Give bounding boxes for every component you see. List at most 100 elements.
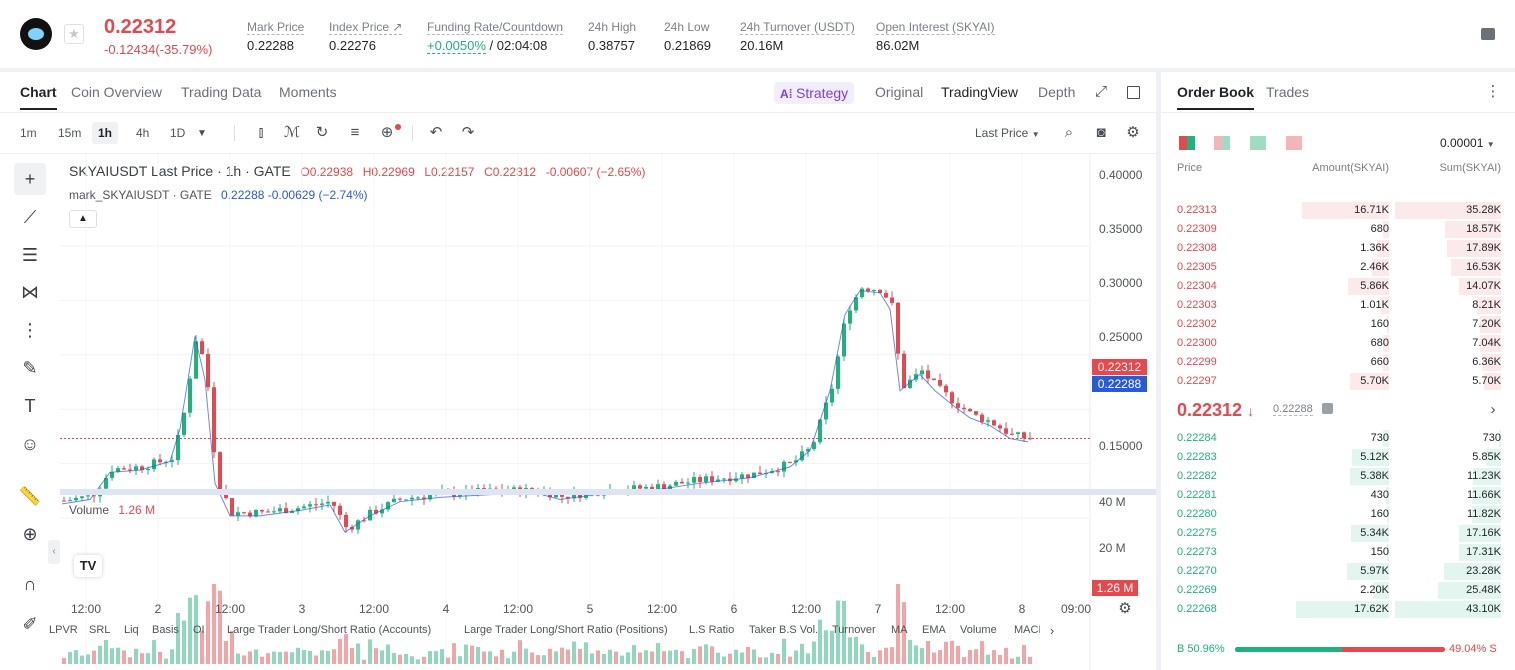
- pane-separator[interactable]: [60, 489, 1156, 495]
- ask-row[interactable]: 0.22309 680 18.57K: [1161, 220, 1515, 239]
- pattern-icon[interactable]: ⋈: [21, 282, 39, 302]
- indicator-item[interactable]: EMA: [922, 624, 946, 636]
- tab-moments[interactable]: Moments: [279, 84, 337, 100]
- ask-row[interactable]: 0.22299 660 6.36K: [1161, 353, 1515, 372]
- indicator-item[interactable]: Liq: [124, 624, 139, 636]
- view-original[interactable]: Original: [875, 84, 924, 100]
- volume-bar: [344, 634, 348, 664]
- price-source-select[interactable]: Last Price ▼: [975, 126, 1040, 140]
- view-depth[interactable]: Depth: [1038, 84, 1076, 100]
- tab-coin-overview[interactable]: Coin Overview: [71, 84, 163, 100]
- undo-icon[interactable]: ↶: [429, 124, 443, 141]
- candle: [938, 380, 942, 386]
- bid-row[interactable]: 0.22275 5.34K 17.16K: [1161, 524, 1515, 543]
- ask-row[interactable]: 0.22302 160 7.20K: [1161, 315, 1515, 334]
- strategy-label: Strategy: [796, 85, 849, 101]
- ask-row[interactable]: 0.22313 16.71K 35.28K: [1161, 201, 1515, 220]
- timeframe-1m[interactable]: 1m: [20, 126, 37, 140]
- redo-icon[interactable]: ↷: [461, 124, 475, 141]
- precision-select[interactable]: 0.00001 ▼: [1440, 136, 1495, 150]
- emoji-icon[interactable]: ☺: [20, 434, 40, 454]
- bid-row[interactable]: 0.22270 5.97K 23.28K: [1161, 562, 1515, 581]
- favorite-star-icon[interactable]: ★: [64, 24, 84, 44]
- ask-row[interactable]: 0.22300 680 7.04K: [1161, 334, 1515, 353]
- alert-add-icon[interactable]: ⊕: [380, 124, 394, 141]
- tab-chart[interactable]: Chart: [20, 84, 57, 110]
- 24h-turnover-label[interactable]: 24h Turnover (USDT): [740, 20, 855, 35]
- book-icon[interactable]: [1481, 28, 1495, 40]
- gear-icon[interactable]: ⚙: [1126, 124, 1140, 141]
- timeframe-15m[interactable]: 15m: [58, 126, 82, 140]
- chevron-right-icon[interactable]: ›: [1049, 623, 1055, 638]
- pencil-lock-icon[interactable]: ✐: [22, 614, 38, 634]
- timeframe-4h[interactable]: 4h: [136, 126, 150, 140]
- indicator-item[interactable]: SRL: [89, 624, 111, 636]
- timeframe-1d[interactable]: 1D: [170, 126, 186, 140]
- bid-row[interactable]: 0.22273 150 17.31K: [1161, 543, 1515, 562]
- search-icon[interactable]: ⌕: [1064, 124, 1074, 141]
- view-split-icon[interactable]: [1214, 136, 1230, 150]
- bid-row[interactable]: 0.22284 730 730: [1161, 429, 1515, 448]
- tab-trades[interactable]: Trades: [1266, 84, 1310, 100]
- indicator-item[interactable]: L.S Ratio: [689, 624, 735, 636]
- timeframe-dropdown-icon[interactable]: ▼: [197, 128, 207, 139]
- funding-rate-label[interactable]: Funding Rate/Countdown: [427, 20, 564, 35]
- bid-row[interactable]: 0.22283 5.12K 5.85K: [1161, 448, 1515, 467]
- ask-row[interactable]: 0.22308 1.36K 17.89K: [1161, 239, 1515, 258]
- text-tool-icon[interactable]: T: [24, 396, 36, 416]
- tab-order-book[interactable]: Order Book: [1177, 84, 1255, 110]
- view-bids-icon[interactable]: [1250, 136, 1266, 150]
- brush-icon[interactable]: ✎: [22, 358, 38, 378]
- magnet-icon[interactable]: ∩: [23, 574, 37, 594]
- strategy-button[interactable]: A⁞ Strategy: [774, 82, 855, 104]
- price-chart[interactable]: [0, 154, 1156, 670]
- zoom-in-icon[interactable]: ⊕: [22, 524, 38, 544]
- indicator-item[interactable]: MACD: [1014, 624, 1040, 636]
- ask-row[interactable]: 0.22304 5.86K 14.07K: [1161, 277, 1515, 296]
- timeframe-1h[interactable]: 1h: [92, 122, 119, 144]
- bid-row[interactable]: 0.22268 17.62K 43.10K: [1161, 600, 1515, 619]
- ask-row[interactable]: 0.22297 5.70K 5.70K: [1161, 372, 1515, 391]
- ask-row[interactable]: 0.22303 1.01K 8.21K: [1161, 296, 1515, 315]
- indicator-item[interactable]: Taker B.S Vol.: [749, 624, 819, 636]
- projection-icon[interactable]: ⋮: [21, 320, 39, 340]
- index-price-label[interactable]: Index Price ↗: [329, 20, 403, 35]
- indicator-item[interactable]: Volume: [960, 624, 997, 636]
- indicator-item[interactable]: Large Trader Long/Short Ratio (Positions…: [464, 624, 668, 636]
- bid-row[interactable]: 0.22281 430 11.66K: [1161, 486, 1515, 505]
- view-tradingview[interactable]: TradingView: [941, 84, 1019, 100]
- bid-row[interactable]: 0.22280 160 11.82K: [1161, 505, 1515, 524]
- indicator-item[interactable]: Basis: [152, 624, 179, 636]
- camera-icon[interactable]: ◙: [1096, 124, 1106, 141]
- bid-row[interactable]: 0.22282 5.38K 11.23K: [1161, 467, 1515, 486]
- candle-type-icon[interactable]: ⫾: [258, 124, 264, 141]
- candle: [908, 379, 912, 389]
- templates-icon[interactable]: ≡: [350, 124, 360, 141]
- indicator-item[interactable]: Large Trader Long/Short Ratio (Accounts): [227, 624, 432, 636]
- expand-icon[interactable]: ⤢: [1094, 83, 1107, 100]
- replay-icon[interactable]: ↻: [315, 124, 329, 141]
- indicator-item[interactable]: LPVR: [49, 624, 78, 636]
- ask-row[interactable]: 0.22305 2.46K 16.53K: [1161, 258, 1515, 277]
- indicator-item[interactable]: MA: [891, 624, 908, 636]
- collapse-toolbar-icon[interactable]: ‹: [48, 540, 60, 564]
- tab-trading-data[interactable]: Trading Data: [181, 84, 262, 100]
- settings-axis-icon[interactable]: ⚙: [1118, 600, 1132, 617]
- candle: [386, 502, 390, 510]
- open-interest-label[interactable]: Open Interest (SKYAI): [876, 20, 995, 35]
- chevron-right-icon[interactable]: ›: [1490, 401, 1496, 418]
- indicator-item[interactable]: OI: [193, 624, 205, 636]
- view-asks-icon[interactable]: [1286, 136, 1302, 150]
- collapse-legend-button[interactable]: ▲: [69, 210, 97, 228]
- crosshair-icon[interactable]: +: [14, 163, 46, 195]
- view-both-icon[interactable]: [1179, 136, 1195, 150]
- ruler-icon[interactable]: 📏: [18, 486, 42, 506]
- fullscreen-icon[interactable]: [1127, 86, 1140, 99]
- bid-row[interactable]: 0.22269 2.20K 25.48K: [1161, 581, 1515, 600]
- more-options-icon[interactable]: ⋮: [1485, 83, 1501, 100]
- trend-line-icon[interactable]: ⟋: [23, 207, 37, 227]
- indicator-item[interactable]: Turnover: [832, 624, 876, 636]
- mark-price-label[interactable]: Mark Price: [247, 20, 305, 35]
- indicators-icon[interactable]: ℳ: [283, 124, 301, 141]
- fib-lines-icon[interactable]: ☰: [21, 245, 39, 265]
